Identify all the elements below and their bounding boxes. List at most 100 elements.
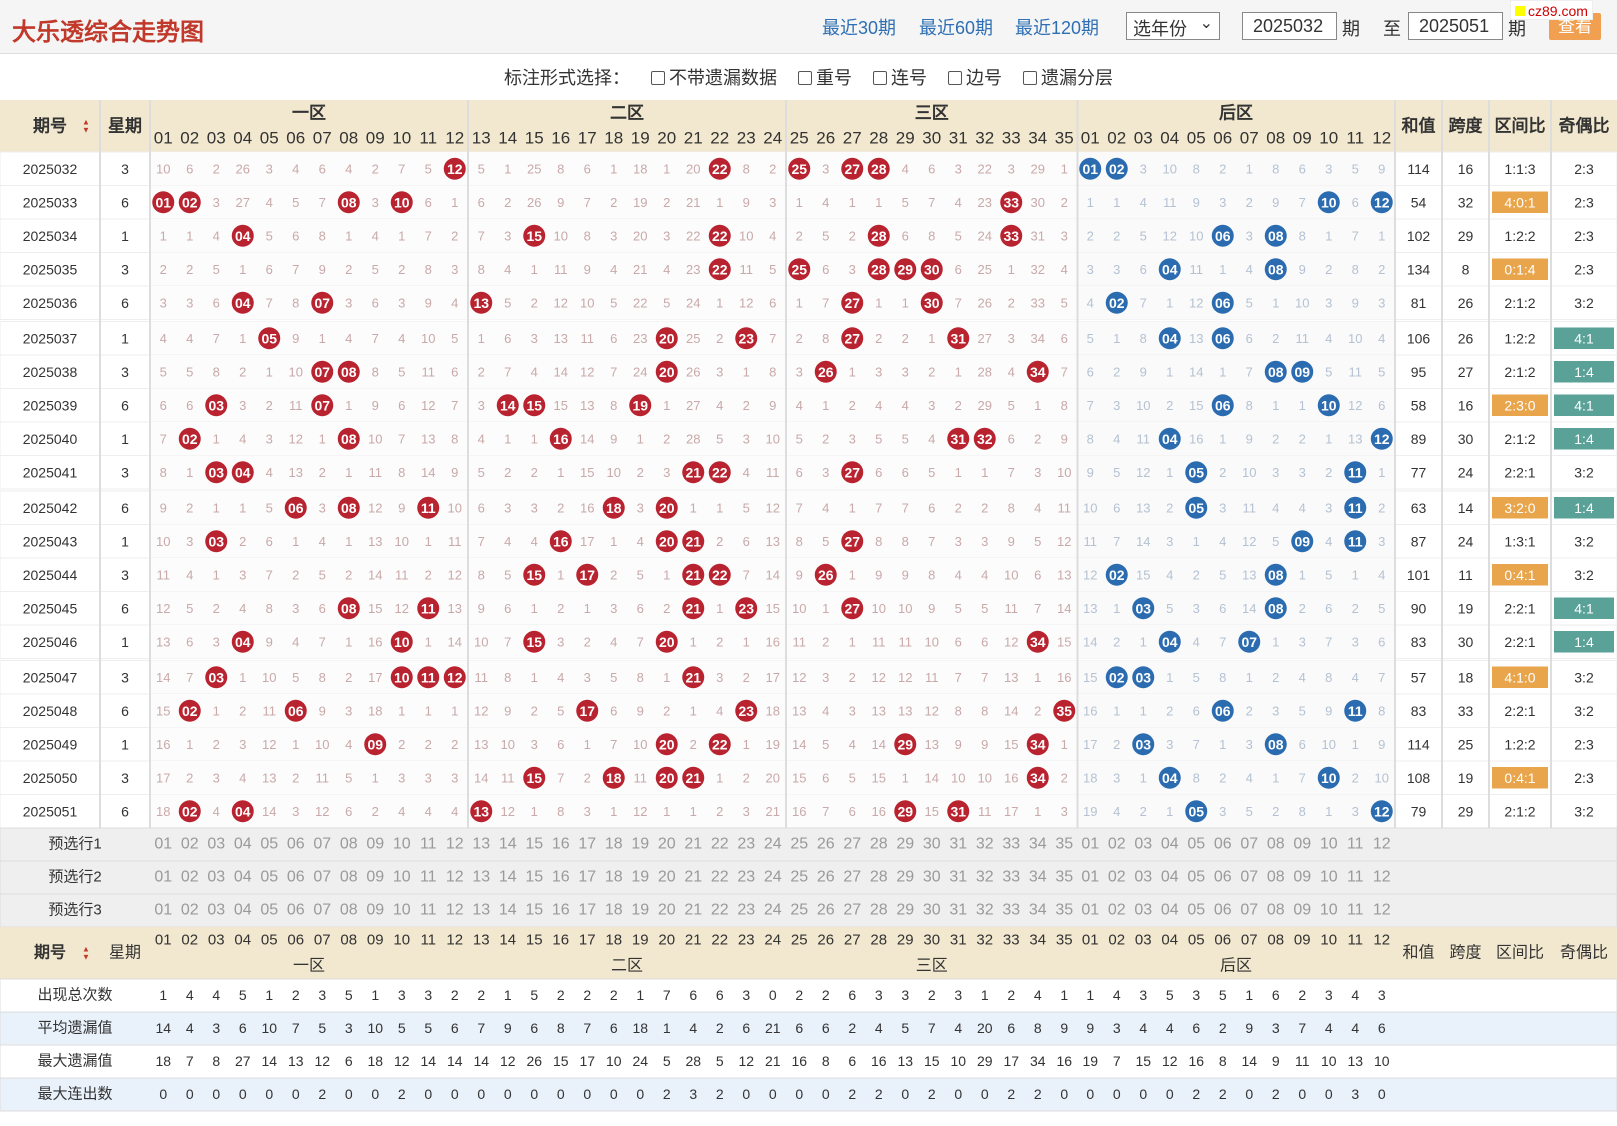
preselect-number[interactable]: 04 xyxy=(234,836,252,853)
preselect-number[interactable]: 27 xyxy=(843,836,861,853)
preselect-number[interactable]: 03 xyxy=(207,836,225,853)
preselect-number[interactable]: 15 xyxy=(525,869,543,886)
preselect-number[interactable]: 09 xyxy=(366,836,384,853)
preselect-number[interactable]: 26 xyxy=(817,902,835,919)
preselect-number[interactable]: 08 xyxy=(1267,902,1285,919)
preselect-number[interactable]: 01 xyxy=(154,836,172,853)
preselect-number[interactable]: 06 xyxy=(1214,902,1232,919)
preselect-number[interactable]: 18 xyxy=(605,902,623,919)
preselect-number[interactable]: 35 xyxy=(1055,869,1073,886)
preselect-number[interactable]: 04 xyxy=(1161,902,1179,919)
preselect-number[interactable]: 32 xyxy=(976,836,994,853)
preselect-number[interactable]: 21 xyxy=(684,869,702,886)
sort-up-icon[interactable]: ▲ xyxy=(82,118,90,127)
preselect-number[interactable]: 25 xyxy=(790,902,808,919)
preselect-number[interactable]: 27 xyxy=(843,902,861,919)
preselect-number[interactable]: 23 xyxy=(737,836,755,853)
preselect-number[interactable]: 21 xyxy=(684,902,702,919)
preselect-number[interactable]: 12 xyxy=(446,836,464,853)
preselect-number[interactable]: 08 xyxy=(1267,836,1285,853)
preselect-number[interactable]: 33 xyxy=(1002,869,1020,886)
preselect-number[interactable]: 11 xyxy=(420,836,437,853)
preselect-number[interactable]: 08 xyxy=(340,836,358,853)
preselect-number[interactable]: 23 xyxy=(737,869,755,886)
preselect-number[interactable]: 11 xyxy=(1347,836,1364,853)
preselect-number[interactable]: 09 xyxy=(366,902,384,919)
sort-up-icon[interactable]: ▲ xyxy=(82,945,90,954)
preselect-number[interactable]: 27 xyxy=(843,869,861,886)
preselect-number[interactable]: 08 xyxy=(340,869,358,886)
preselect-number[interactable]: 10 xyxy=(1320,836,1338,853)
recent-60-link[interactable]: 最近60期 xyxy=(919,18,994,38)
preselect-number[interactable]: 05 xyxy=(1187,902,1205,919)
checkbox-consecutive[interactable] xyxy=(873,71,887,85)
preselect-number[interactable]: 11 xyxy=(420,869,437,886)
preselect-number[interactable]: 16 xyxy=(552,836,570,853)
preselect-number[interactable]: 26 xyxy=(817,836,835,853)
preselect-number[interactable]: 05 xyxy=(1187,836,1205,853)
preselect-number[interactable]: 04 xyxy=(1161,836,1179,853)
preselect-number[interactable]: 22 xyxy=(711,836,729,853)
preselect-number[interactable]: 06 xyxy=(287,869,305,886)
preselect-number[interactable]: 04 xyxy=(1161,869,1179,886)
preselect-number[interactable]: 32 xyxy=(976,869,994,886)
option-layered[interactable]: 遗漏分层 xyxy=(1023,68,1113,88)
preselect-number[interactable]: 14 xyxy=(499,869,517,886)
checkbox-edge[interactable] xyxy=(948,71,963,85)
preselect-number[interactable]: 29 xyxy=(896,836,914,853)
preselect-number[interactable]: 02 xyxy=(181,869,199,886)
preselect-number[interactable]: 21 xyxy=(684,836,702,853)
sort-down-icon[interactable]: ▼ xyxy=(82,953,90,962)
preselect-number[interactable]: 16 xyxy=(552,869,570,886)
preselect-number[interactable]: 26 xyxy=(817,869,835,886)
preselect-number[interactable]: 19 xyxy=(631,836,649,853)
preselect-number[interactable]: 07 xyxy=(313,869,331,886)
preselect-number[interactable]: 14 xyxy=(499,902,517,919)
sort-down-icon[interactable]: ▼ xyxy=(82,126,90,135)
preselect-number[interactable]: 20 xyxy=(658,902,676,919)
preselect-number[interactable]: 24 xyxy=(764,869,782,886)
preselect-number[interactable]: 29 xyxy=(896,869,914,886)
preselect-number[interactable]: 34 xyxy=(1029,836,1047,853)
preselect-number[interactable]: 08 xyxy=(340,902,358,919)
preselect-number[interactable]: 06 xyxy=(1214,836,1232,853)
preselect-number[interactable]: 01 xyxy=(1081,902,1099,919)
preselect-number[interactable]: 07 xyxy=(313,902,331,919)
preselect-number[interactable]: 08 xyxy=(1267,869,1285,886)
preselect-number[interactable]: 02 xyxy=(1108,869,1126,886)
preselect-number[interactable]: 12 xyxy=(446,902,464,919)
preselect-number[interactable]: 02 xyxy=(1108,836,1126,853)
preselect-number[interactable]: 17 xyxy=(578,869,596,886)
preselect-number[interactable]: 09 xyxy=(366,869,384,886)
option-consecutive[interactable]: 连号 xyxy=(873,68,927,88)
checkbox-repeat[interactable] xyxy=(797,71,812,85)
preselect-number[interactable]: 07 xyxy=(1240,902,1258,919)
preselect-number[interactable]: 17 xyxy=(578,902,596,919)
preselect-number[interactable]: 25 xyxy=(790,869,808,886)
preselect-number[interactable]: 02 xyxy=(181,836,199,853)
preselect-number[interactable]: 15 xyxy=(525,902,543,919)
preselect-number[interactable]: 01 xyxy=(154,869,172,886)
preselect-number[interactable]: 10 xyxy=(393,869,411,886)
preselect-number[interactable]: 29 xyxy=(896,902,914,919)
preselect-number[interactable]: 03 xyxy=(1134,902,1152,919)
preselect-number[interactable]: 19 xyxy=(631,869,649,886)
preselect-number[interactable]: 09 xyxy=(1293,869,1311,886)
preselect-number[interactable]: 16 xyxy=(552,902,570,919)
preselect-number[interactable]: 10 xyxy=(1320,869,1338,886)
preselect-number[interactable]: 30 xyxy=(923,902,941,919)
preselect-number[interactable]: 04 xyxy=(234,869,252,886)
preselect-number[interactable]: 15 xyxy=(525,836,543,853)
preselect-number[interactable]: 11 xyxy=(1347,902,1364,919)
preselect-number[interactable]: 24 xyxy=(764,902,782,919)
preselect-number[interactable]: 33 xyxy=(1002,902,1020,919)
preselect-number[interactable]: 07 xyxy=(313,836,331,853)
from-issue-input[interactable]: 2025032 xyxy=(1242,12,1337,40)
preselect-number[interactable]: 10 xyxy=(393,902,411,919)
preselect-number[interactable]: 10 xyxy=(393,836,411,853)
preselect-number[interactable]: 11 xyxy=(1347,869,1364,886)
preselect-number[interactable]: 04 xyxy=(234,902,252,919)
preselect-number[interactable]: 17 xyxy=(578,836,596,853)
preselect-number[interactable]: 30 xyxy=(923,836,941,853)
option-edge[interactable]: 边号 xyxy=(948,68,1002,88)
